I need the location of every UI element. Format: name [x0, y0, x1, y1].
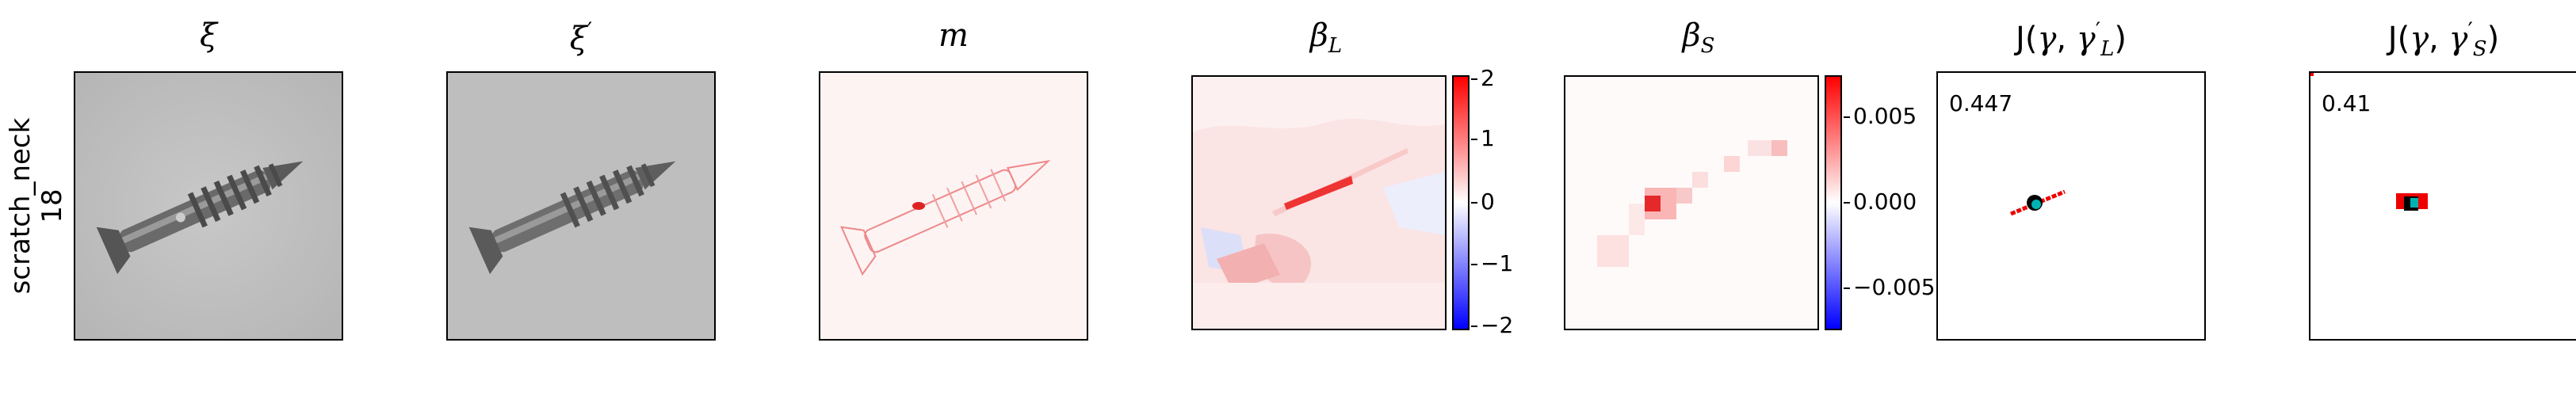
cbar-l-tick: 0	[1471, 188, 1495, 215]
colorbar-beta-l	[1452, 75, 1470, 330]
overlap-plot-l	[2010, 189, 2066, 216]
title-xi-prime: ξ′	[569, 17, 593, 57]
beta-l-heatmap	[1193, 77, 1445, 329]
cbar-l-tick: 1	[1471, 125, 1495, 151]
anomaly-map	[820, 73, 1087, 339]
cbar-s-tick: 0.000	[1843, 188, 1917, 215]
title-beta-l: βL	[1309, 17, 1343, 58]
panel-xi-prime-image	[446, 71, 716, 341]
colorbar-beta-s	[1825, 75, 1842, 330]
cbar-l-tick: 2	[1471, 65, 1495, 91]
cbar-l-tick: −1	[1470, 250, 1514, 276]
panel-m-map	[819, 71, 1088, 341]
panel-xi-image	[74, 71, 343, 341]
screw-image	[75, 73, 342, 339]
title-j-l: J(γ, γ′L)	[2016, 17, 2127, 61]
cbar-l-tick: −2	[1470, 312, 1514, 338]
cbar-s-tick: 0.005	[1843, 103, 1917, 129]
overlap-plot-s	[2310, 73, 2428, 211]
score-j-l: 0.447	[1949, 90, 2013, 116]
title-j-s: J(γ, γ′S)	[2387, 17, 2500, 61]
score-j-s: 0.41	[2322, 90, 2372, 116]
beta-s-heatmap	[1565, 77, 1817, 329]
panel-j-s: 0.41	[2309, 71, 2576, 341]
panel-j-l: 0.447	[1936, 71, 2206, 341]
row-label: scratch_neck 18	[5, 95, 68, 317]
cbar-s-tick: −0.005	[1844, 274, 1936, 300]
screw-image-restored	[448, 73, 714, 339]
title-xi: ξ	[199, 17, 218, 54]
row-category: scratch_neck	[5, 117, 36, 295]
title-beta-s: βS	[1682, 17, 1715, 58]
title-m: m	[938, 17, 969, 54]
panel-beta-s-map	[1564, 75, 1819, 330]
row-index: 18	[36, 188, 68, 223]
panel-beta-l-map	[1191, 75, 1447, 330]
